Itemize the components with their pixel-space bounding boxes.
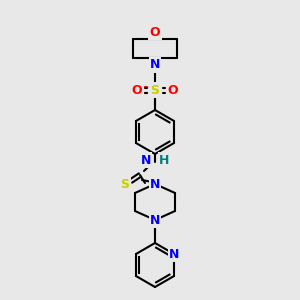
Text: N: N [169, 248, 179, 260]
Text: S: S [151, 83, 160, 97]
Text: N: N [150, 214, 160, 226]
Text: O: O [168, 83, 178, 97]
Text: N: N [141, 154, 151, 166]
Text: H: H [159, 154, 169, 166]
Text: S: S [121, 178, 130, 191]
Text: O: O [150, 26, 160, 38]
Text: O: O [132, 83, 142, 97]
Text: N: N [150, 178, 160, 190]
Text: N: N [150, 58, 160, 71]
